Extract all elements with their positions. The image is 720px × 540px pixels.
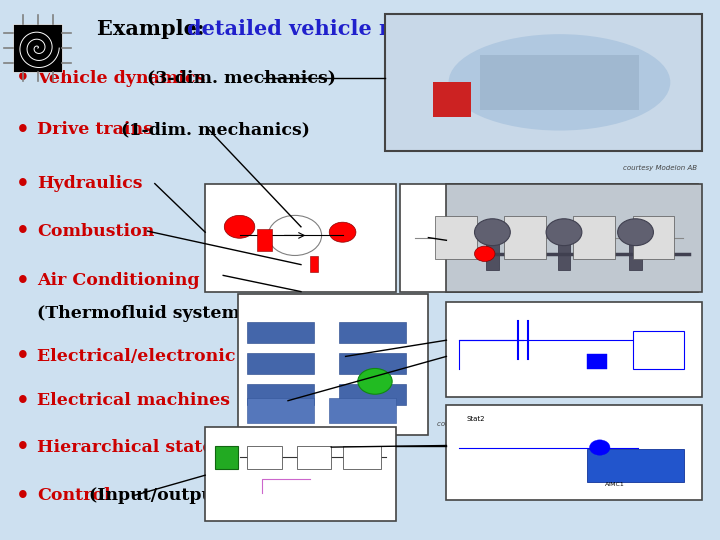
Text: •: • — [16, 270, 30, 292]
Text: Air Conditioning: Air Conditioning — [37, 272, 200, 289]
Text: Stat2: Stat2 — [467, 416, 485, 422]
Bar — [205, 427, 396, 521]
Bar — [247, 322, 314, 343]
Text: Example:: Example: — [97, 19, 212, 39]
Bar — [633, 330, 684, 368]
Bar — [297, 446, 331, 469]
Bar — [587, 449, 684, 483]
Text: Drive trains: Drive trains — [37, 121, 153, 138]
Text: Hydraulics: Hydraulics — [37, 175, 143, 192]
Bar — [446, 302, 702, 397]
Bar — [385, 14, 702, 151]
Bar — [247, 398, 314, 423]
Bar — [433, 82, 471, 117]
Circle shape — [358, 368, 392, 394]
Bar — [629, 232, 642, 270]
Circle shape — [474, 219, 510, 246]
Bar — [400, 184, 698, 292]
Text: (1-dim. mechanics): (1-dim. mechanics) — [115, 121, 310, 138]
Bar — [436, 216, 477, 259]
Text: Vehicle dynamics: Vehicle dynamics — [37, 70, 206, 87]
Text: courtesy Modelon AB: courtesy Modelon AB — [437, 421, 511, 427]
Text: •: • — [16, 119, 30, 140]
Bar — [446, 184, 702, 292]
Text: (3-dim. mechanics): (3-dim. mechanics) — [141, 70, 336, 87]
Bar — [14, 24, 63, 72]
Text: Electrical/electronic systems: Electrical/electronic systems — [37, 348, 319, 365]
Bar — [310, 256, 318, 272]
Text: Control: Control — [37, 487, 111, 504]
Bar — [247, 446, 282, 469]
Text: Hierarchical state machines: Hierarchical state machines — [37, 438, 313, 456]
Bar — [446, 405, 702, 500]
Circle shape — [474, 246, 495, 261]
Bar — [205, 184, 396, 292]
Bar — [504, 216, 546, 259]
Bar — [329, 398, 396, 423]
Text: •: • — [16, 68, 30, 89]
Text: •: • — [16, 346, 30, 367]
Bar — [633, 216, 675, 259]
Text: •: • — [16, 485, 30, 507]
Text: •: • — [16, 390, 30, 411]
Bar — [573, 216, 615, 259]
Bar — [343, 446, 381, 469]
Bar — [238, 294, 428, 435]
Text: Electrical machines: Electrical machines — [37, 392, 230, 409]
Text: •: • — [16, 173, 30, 194]
Bar — [247, 353, 314, 374]
Text: •: • — [16, 220, 30, 242]
Bar — [557, 232, 570, 270]
Ellipse shape — [449, 34, 670, 131]
Text: (Thermofluid systems): (Thermofluid systems) — [37, 305, 258, 322]
Circle shape — [590, 440, 610, 455]
Text: Combustion: Combustion — [37, 222, 155, 240]
Bar — [247, 384, 314, 405]
Circle shape — [546, 219, 582, 246]
Circle shape — [618, 219, 654, 246]
Bar — [587, 354, 608, 368]
Bar — [486, 232, 499, 270]
Bar — [338, 322, 405, 343]
Circle shape — [268, 215, 322, 255]
Bar — [215, 446, 238, 469]
Bar — [338, 353, 405, 374]
Bar — [480, 55, 639, 110]
Text: (Input/output bloc...: (Input/output bloc... — [83, 487, 287, 504]
Bar — [257, 229, 272, 251]
Bar — [338, 384, 405, 405]
Circle shape — [225, 215, 255, 238]
Text: courtesy Modelon AB: courtesy Modelon AB — [623, 165, 697, 171]
Text: AIMC1: AIMC1 — [605, 482, 625, 487]
Circle shape — [329, 222, 356, 242]
Text: detailed vehicle model: detailed vehicle model — [187, 19, 451, 39]
Text: •: • — [16, 436, 30, 458]
